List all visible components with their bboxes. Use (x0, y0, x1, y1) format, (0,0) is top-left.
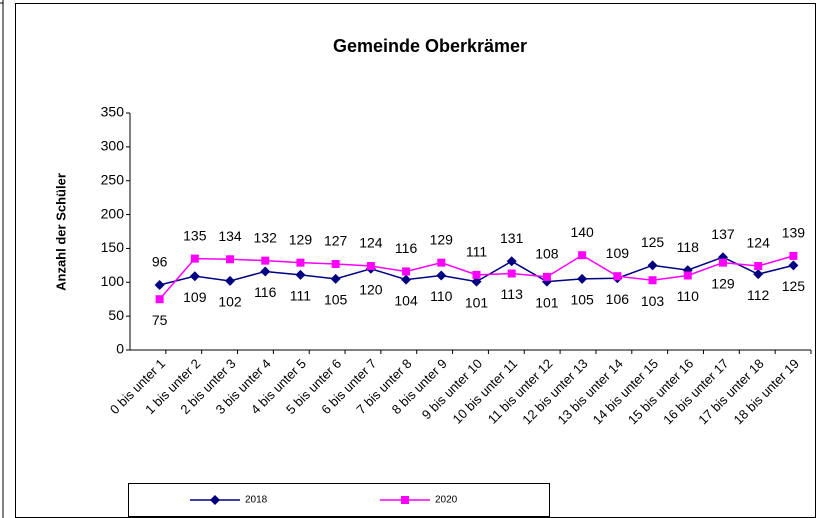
point (295, 269, 306, 280)
point (366, 262, 375, 271)
point (436, 270, 447, 281)
point (402, 267, 411, 276)
data-label: 129 (711, 275, 735, 291)
point (507, 269, 516, 278)
point (437, 258, 446, 267)
data-label: 129 (289, 231, 313, 247)
point (471, 276, 482, 287)
data-label: 103 (641, 293, 665, 309)
data-label: 116 (395, 240, 418, 256)
point (788, 260, 799, 271)
point (754, 262, 763, 271)
data-label: 135 (183, 227, 207, 243)
data-label: 104 (394, 292, 418, 308)
data-label: 120 (359, 281, 383, 297)
data-label: 118 (677, 239, 700, 255)
data-label: 140 (570, 224, 594, 240)
data-label: 113 (501, 286, 524, 302)
point (189, 271, 200, 282)
point (260, 266, 271, 277)
y-tick-label: 0 (116, 341, 124, 357)
data-label: 111 (466, 244, 487, 260)
point (190, 254, 199, 263)
point (155, 295, 164, 304)
y-tick-label: 350 (101, 104, 125, 120)
data-label: 131 (500, 230, 524, 246)
data-label: 75 (152, 312, 168, 328)
point (296, 258, 305, 267)
point (542, 272, 551, 281)
data-label: 116 (254, 284, 277, 300)
data-label: 134 (218, 228, 242, 244)
data-label: 139 (782, 225, 806, 241)
y-tick-label: 200 (101, 205, 125, 221)
legend-label: 2018 (245, 495, 268, 506)
data-label: 106 (606, 291, 630, 307)
point (718, 258, 727, 267)
data-label: 110 (430, 288, 453, 304)
point (613, 272, 622, 281)
data-label: 105 (570, 292, 594, 308)
point (506, 256, 517, 267)
point (226, 255, 235, 264)
chart-title: Gemeinde Oberkrämer (333, 36, 527, 56)
point (753, 269, 764, 280)
legend-marker (401, 496, 409, 504)
data-label: 109 (606, 245, 630, 261)
data-label: 112 (747, 287, 770, 303)
data-label: 109 (183, 289, 207, 305)
point (647, 260, 658, 271)
legend-marker (210, 495, 220, 505)
y-tick-label: 300 (101, 138, 125, 154)
data-label: 124 (747, 235, 771, 251)
data-label: 111 (290, 288, 311, 304)
y-tick-label: 150 (101, 239, 125, 255)
y-tick-label: 50 (108, 307, 124, 323)
chart-border (15, 3, 816, 518)
point (648, 276, 657, 285)
data-label: 101 (535, 294, 559, 310)
data-label: 132 (254, 229, 278, 245)
data-label: 108 (535, 246, 559, 262)
point (577, 273, 588, 284)
point (472, 270, 481, 279)
data-label: 102 (218, 294, 242, 310)
y-axis-title: Anzahl der Schüler (53, 173, 68, 291)
point (331, 260, 340, 269)
point (154, 279, 165, 290)
point (683, 271, 692, 280)
data-label: 125 (782, 278, 806, 294)
data-label: 105 (324, 292, 348, 308)
data-label: 129 (430, 231, 454, 247)
y-tick-label: 100 (101, 273, 125, 289)
data-label: 101 (465, 294, 489, 310)
data-label: 110 (677, 288, 700, 304)
point (261, 256, 270, 265)
point (789, 251, 798, 260)
point (330, 273, 341, 284)
point (225, 275, 236, 286)
point (578, 251, 587, 260)
data-label: 127 (324, 233, 348, 249)
data-label: 124 (359, 235, 383, 251)
data-label: 96 (152, 254, 168, 270)
data-label: 125 (641, 234, 665, 250)
legend-label: 2020 (435, 495, 458, 506)
data-label: 137 (711, 226, 735, 242)
point (401, 274, 412, 285)
y-tick-label: 250 (101, 171, 125, 187)
